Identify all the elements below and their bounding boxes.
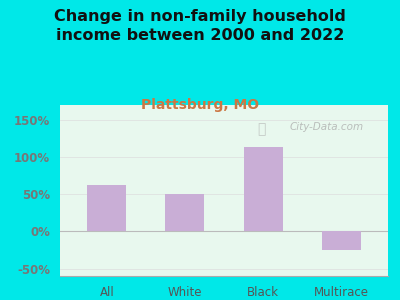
Bar (244, 147, 282, 231)
Text: Plattsburg, MO: Plattsburg, MO (141, 98, 259, 112)
Bar (166, 194, 204, 231)
Bar (322, 231, 361, 250)
Text: Change in non-family household
income between 2000 and 2022: Change in non-family household income be… (54, 9, 346, 43)
Text: City-Data.com: City-Data.com (290, 122, 364, 132)
Text: ⓘ: ⓘ (257, 122, 265, 136)
Bar (87, 185, 126, 231)
